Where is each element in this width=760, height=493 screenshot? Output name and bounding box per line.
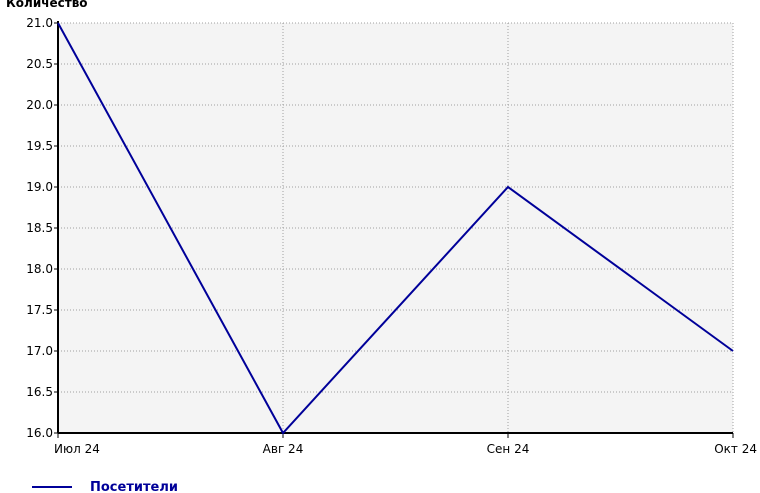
- x-tick-label: Авг 24: [263, 442, 304, 456]
- axes: [54, 21, 734, 438]
- legend: Посетители: [32, 480, 178, 493]
- x-tick-label: Сен 24: [487, 442, 530, 456]
- legend-label: Посетители: [90, 480, 178, 493]
- y-axis-label: Количество: [6, 0, 88, 10]
- x-tick-label: Окт 24: [714, 442, 757, 456]
- series-lines: [57, 22, 734, 435]
- y-tick-label: 20.0: [26, 98, 53, 112]
- y-tick-label: 16.0: [26, 426, 53, 440]
- y-tick-label: 16.5: [26, 385, 53, 399]
- y-tick-label: 18.0: [26, 262, 53, 276]
- y-tick-label: 19.5: [26, 139, 53, 153]
- y-tick-label: 17.5: [26, 303, 53, 317]
- x-tick-label: Июл 24: [54, 442, 100, 456]
- y-tick-label: 17.0: [26, 344, 53, 358]
- tick-labels: 16.0 16.5 17.0 17.5 18.0 18.5 19.0 19.5 20.0 20.5…: [26, 16, 757, 456]
- y-tick-label: 19.0: [26, 180, 53, 194]
- series-line: [57, 22, 734, 435]
- y-tick-label: 21.0: [26, 16, 53, 30]
- grid-lines: [58, 22, 734, 433]
- y-tick-label: 20.5: [26, 57, 53, 71]
- y-tick-label: 18.5: [26, 221, 53, 235]
